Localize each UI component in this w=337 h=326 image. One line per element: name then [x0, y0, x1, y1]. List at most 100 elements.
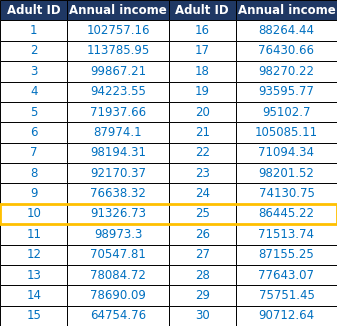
Text: 91326.73: 91326.73: [90, 207, 146, 220]
Bar: [168, 163, 236, 183]
Text: 15: 15: [26, 309, 41, 322]
Text: 90712.64: 90712.64: [258, 309, 314, 322]
Text: 86445.22: 86445.22: [258, 207, 314, 220]
Bar: [236, 163, 337, 183]
Bar: [168, 244, 236, 265]
Text: 14: 14: [26, 289, 41, 302]
Text: 76638.32: 76638.32: [90, 187, 146, 200]
Text: 3: 3: [30, 65, 37, 78]
Text: 70547.81: 70547.81: [90, 248, 146, 261]
Bar: [236, 102, 337, 122]
Bar: [0, 122, 67, 143]
Text: 18: 18: [195, 65, 210, 78]
Text: 16: 16: [195, 24, 210, 37]
Bar: [67, 61, 168, 82]
Text: 9: 9: [30, 187, 37, 200]
Text: 87155.25: 87155.25: [258, 248, 314, 261]
Text: 99867.21: 99867.21: [90, 65, 146, 78]
Bar: [236, 82, 337, 102]
Text: 28: 28: [195, 269, 210, 282]
Bar: [168, 224, 236, 244]
Text: 27: 27: [195, 248, 210, 261]
Text: 98973.3: 98973.3: [94, 228, 142, 241]
Bar: [0, 306, 67, 326]
Bar: [67, 20, 168, 41]
Text: Adult ID: Adult ID: [7, 4, 61, 17]
Bar: [236, 265, 337, 285]
Text: 13: 13: [26, 269, 41, 282]
Bar: [67, 265, 168, 285]
Bar: [168, 143, 236, 163]
Text: 26: 26: [195, 228, 210, 241]
Text: 95102.7: 95102.7: [262, 106, 311, 119]
Bar: [0, 183, 67, 204]
Text: 30: 30: [195, 309, 210, 322]
Bar: [236, 306, 337, 326]
Text: 6: 6: [30, 126, 37, 139]
Text: 5: 5: [30, 106, 37, 119]
Bar: [0, 204, 337, 224]
Bar: [0, 102, 67, 122]
Bar: [67, 183, 168, 204]
Bar: [168, 82, 236, 102]
Bar: [67, 285, 168, 306]
Text: 20: 20: [195, 106, 210, 119]
Bar: [0, 0, 67, 20]
Bar: [67, 244, 168, 265]
Text: 105085.11: 105085.11: [255, 126, 318, 139]
Bar: [0, 143, 67, 163]
Bar: [168, 265, 236, 285]
Text: 71513.74: 71513.74: [258, 228, 314, 241]
Bar: [67, 306, 168, 326]
Text: 71937.66: 71937.66: [90, 106, 146, 119]
Text: Adult ID: Adult ID: [175, 4, 229, 17]
Text: 74130.75: 74130.75: [258, 187, 314, 200]
Bar: [168, 306, 236, 326]
Text: 19: 19: [195, 85, 210, 98]
Text: 98270.22: 98270.22: [258, 65, 314, 78]
Bar: [0, 41, 67, 61]
Bar: [67, 0, 168, 20]
Text: 88264.44: 88264.44: [258, 24, 314, 37]
Text: 8: 8: [30, 167, 37, 180]
Text: 78084.72: 78084.72: [90, 269, 146, 282]
Text: 87974.1: 87974.1: [94, 126, 142, 139]
Bar: [67, 102, 168, 122]
Text: 24: 24: [195, 187, 210, 200]
Bar: [0, 82, 67, 102]
Bar: [0, 163, 67, 183]
Text: 25: 25: [195, 207, 210, 220]
Bar: [0, 265, 67, 285]
Text: Annual income: Annual income: [238, 4, 335, 17]
Bar: [168, 0, 236, 20]
Text: 23: 23: [195, 167, 210, 180]
Bar: [0, 224, 67, 244]
Text: 98194.31: 98194.31: [90, 146, 146, 159]
Text: 4: 4: [30, 85, 37, 98]
Bar: [236, 224, 337, 244]
Bar: [168, 122, 236, 143]
Bar: [168, 41, 236, 61]
Text: 1: 1: [30, 24, 37, 37]
Bar: [236, 20, 337, 41]
Bar: [67, 224, 168, 244]
Bar: [168, 285, 236, 306]
Text: 7: 7: [30, 146, 37, 159]
Text: 78690.09: 78690.09: [90, 289, 146, 302]
Text: 92170.37: 92170.37: [90, 167, 146, 180]
Text: 93595.77: 93595.77: [258, 85, 314, 98]
Bar: [0, 285, 67, 306]
Text: Annual income: Annual income: [69, 4, 167, 17]
Bar: [0, 244, 67, 265]
Bar: [168, 20, 236, 41]
Text: 12: 12: [26, 248, 41, 261]
Bar: [168, 102, 236, 122]
Text: 71094.34: 71094.34: [258, 146, 314, 159]
Bar: [67, 41, 168, 61]
Text: 98201.52: 98201.52: [258, 167, 314, 180]
Bar: [236, 122, 337, 143]
Text: 2: 2: [30, 44, 37, 57]
Text: 94223.55: 94223.55: [90, 85, 146, 98]
Bar: [168, 183, 236, 204]
Bar: [236, 204, 337, 224]
